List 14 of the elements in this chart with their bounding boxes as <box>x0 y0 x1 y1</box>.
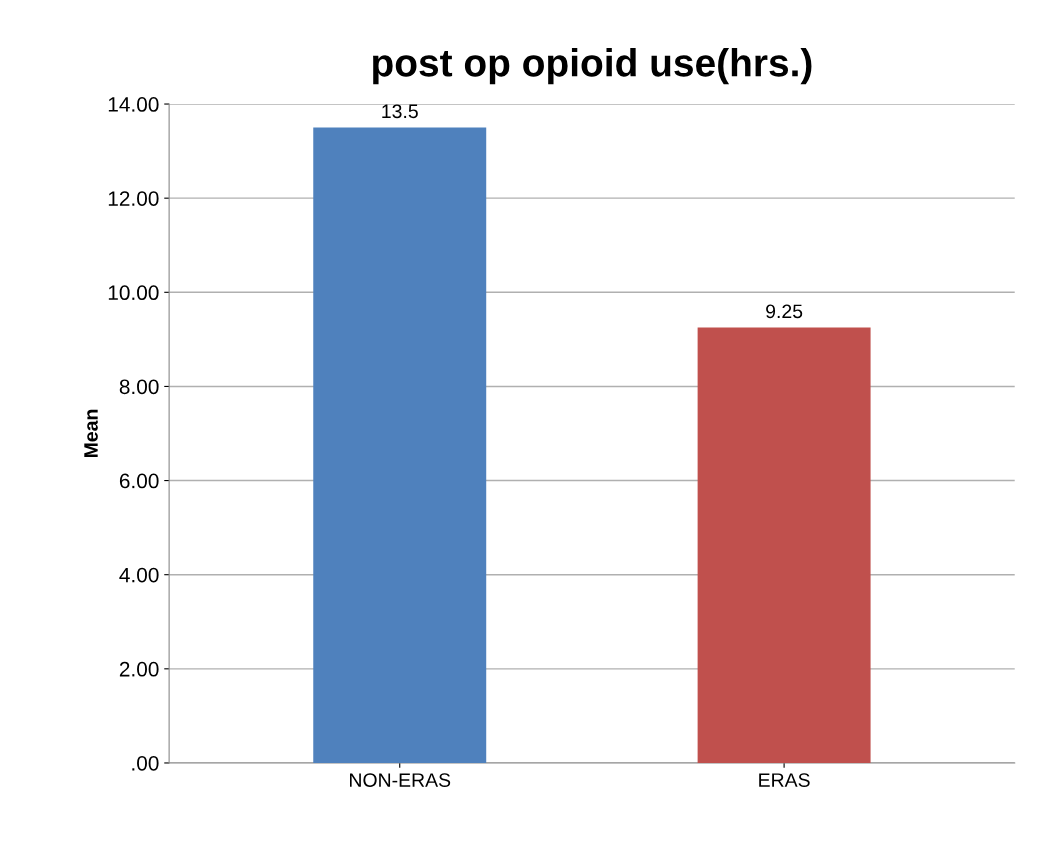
y-tick-label: 12.00 <box>108 191 159 206</box>
y-tick-label: .00 <box>132 755 159 771</box>
x-tick-label: ERAS <box>759 773 810 787</box>
y-tick-label: 8.00 <box>119 379 159 395</box>
y-tick-label: 2.00 <box>119 661 159 677</box>
x-tick-label: NON-ERAS <box>350 773 451 787</box>
chart-title: post op opioid use(hrs.) <box>373 48 812 85</box>
y-tick-label: 14.00 <box>108 97 159 112</box>
y-axis-title: Mean <box>84 409 98 458</box>
y-tick-label: 10.00 <box>108 285 159 301</box>
y-tick-label: 6.00 <box>119 473 159 489</box>
data-label: 9.25 <box>766 304 803 319</box>
y-tick-label: 4.00 <box>119 567 159 583</box>
data-label: 13.5 <box>382 104 418 119</box>
